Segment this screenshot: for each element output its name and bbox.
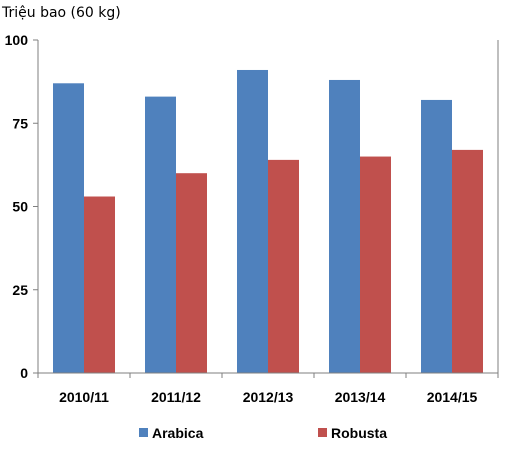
x-tick-label: 2010/11 — [59, 389, 109, 405]
legend-label-arabica: Arabica — [152, 425, 204, 441]
bar-arabica-2010-11 — [53, 83, 84, 373]
y-tick-label: 25 — [12, 282, 28, 298]
axes — [37, 40, 499, 374]
x-tick-label: 2013/14 — [335, 389, 386, 405]
y-tick-label: 50 — [12, 199, 28, 215]
legend-swatch-arabica — [139, 428, 148, 437]
bar-robusta-2012-13 — [268, 159, 299, 373]
x-tick-label: 2011/12 — [151, 389, 201, 405]
bar-arabica-2012-13 — [237, 69, 268, 373]
y-tick-label: 0 — [20, 365, 28, 381]
bar-arabica-2013-14 — [329, 79, 360, 374]
bar-robusta-2010-11 — [84, 196, 115, 373]
x-tick-label: 2014/15 — [427, 389, 478, 405]
x-axis-ticks: 2010/11 2011/12 2012/13 2013/14 2014/15 — [37, 373, 499, 405]
bar-robusta-2013-14 — [360, 156, 391, 373]
y-tick-label: 100 — [5, 32, 29, 48]
bar-arabica-2014-15 — [421, 99, 452, 373]
y-axis-ticks: 0 25 50 75 100 — [5, 32, 38, 381]
bar-arabica-2011-12 — [145, 96, 176, 374]
legend-label-robusta: Robusta — [331, 425, 387, 441]
bars — [53, 69, 483, 374]
legend-swatch-robusta — [318, 428, 327, 437]
bar-robusta-2011-12 — [176, 173, 207, 373]
bar-robusta-2014-15 — [452, 149, 483, 373]
y-tick-label: 75 — [12, 115, 28, 131]
legend: Arabica Robusta — [139, 425, 387, 441]
x-tick-label: 2012/13 — [243, 389, 294, 405]
y-unit-label: Triệu bao (60 kg) — [1, 5, 121, 21]
